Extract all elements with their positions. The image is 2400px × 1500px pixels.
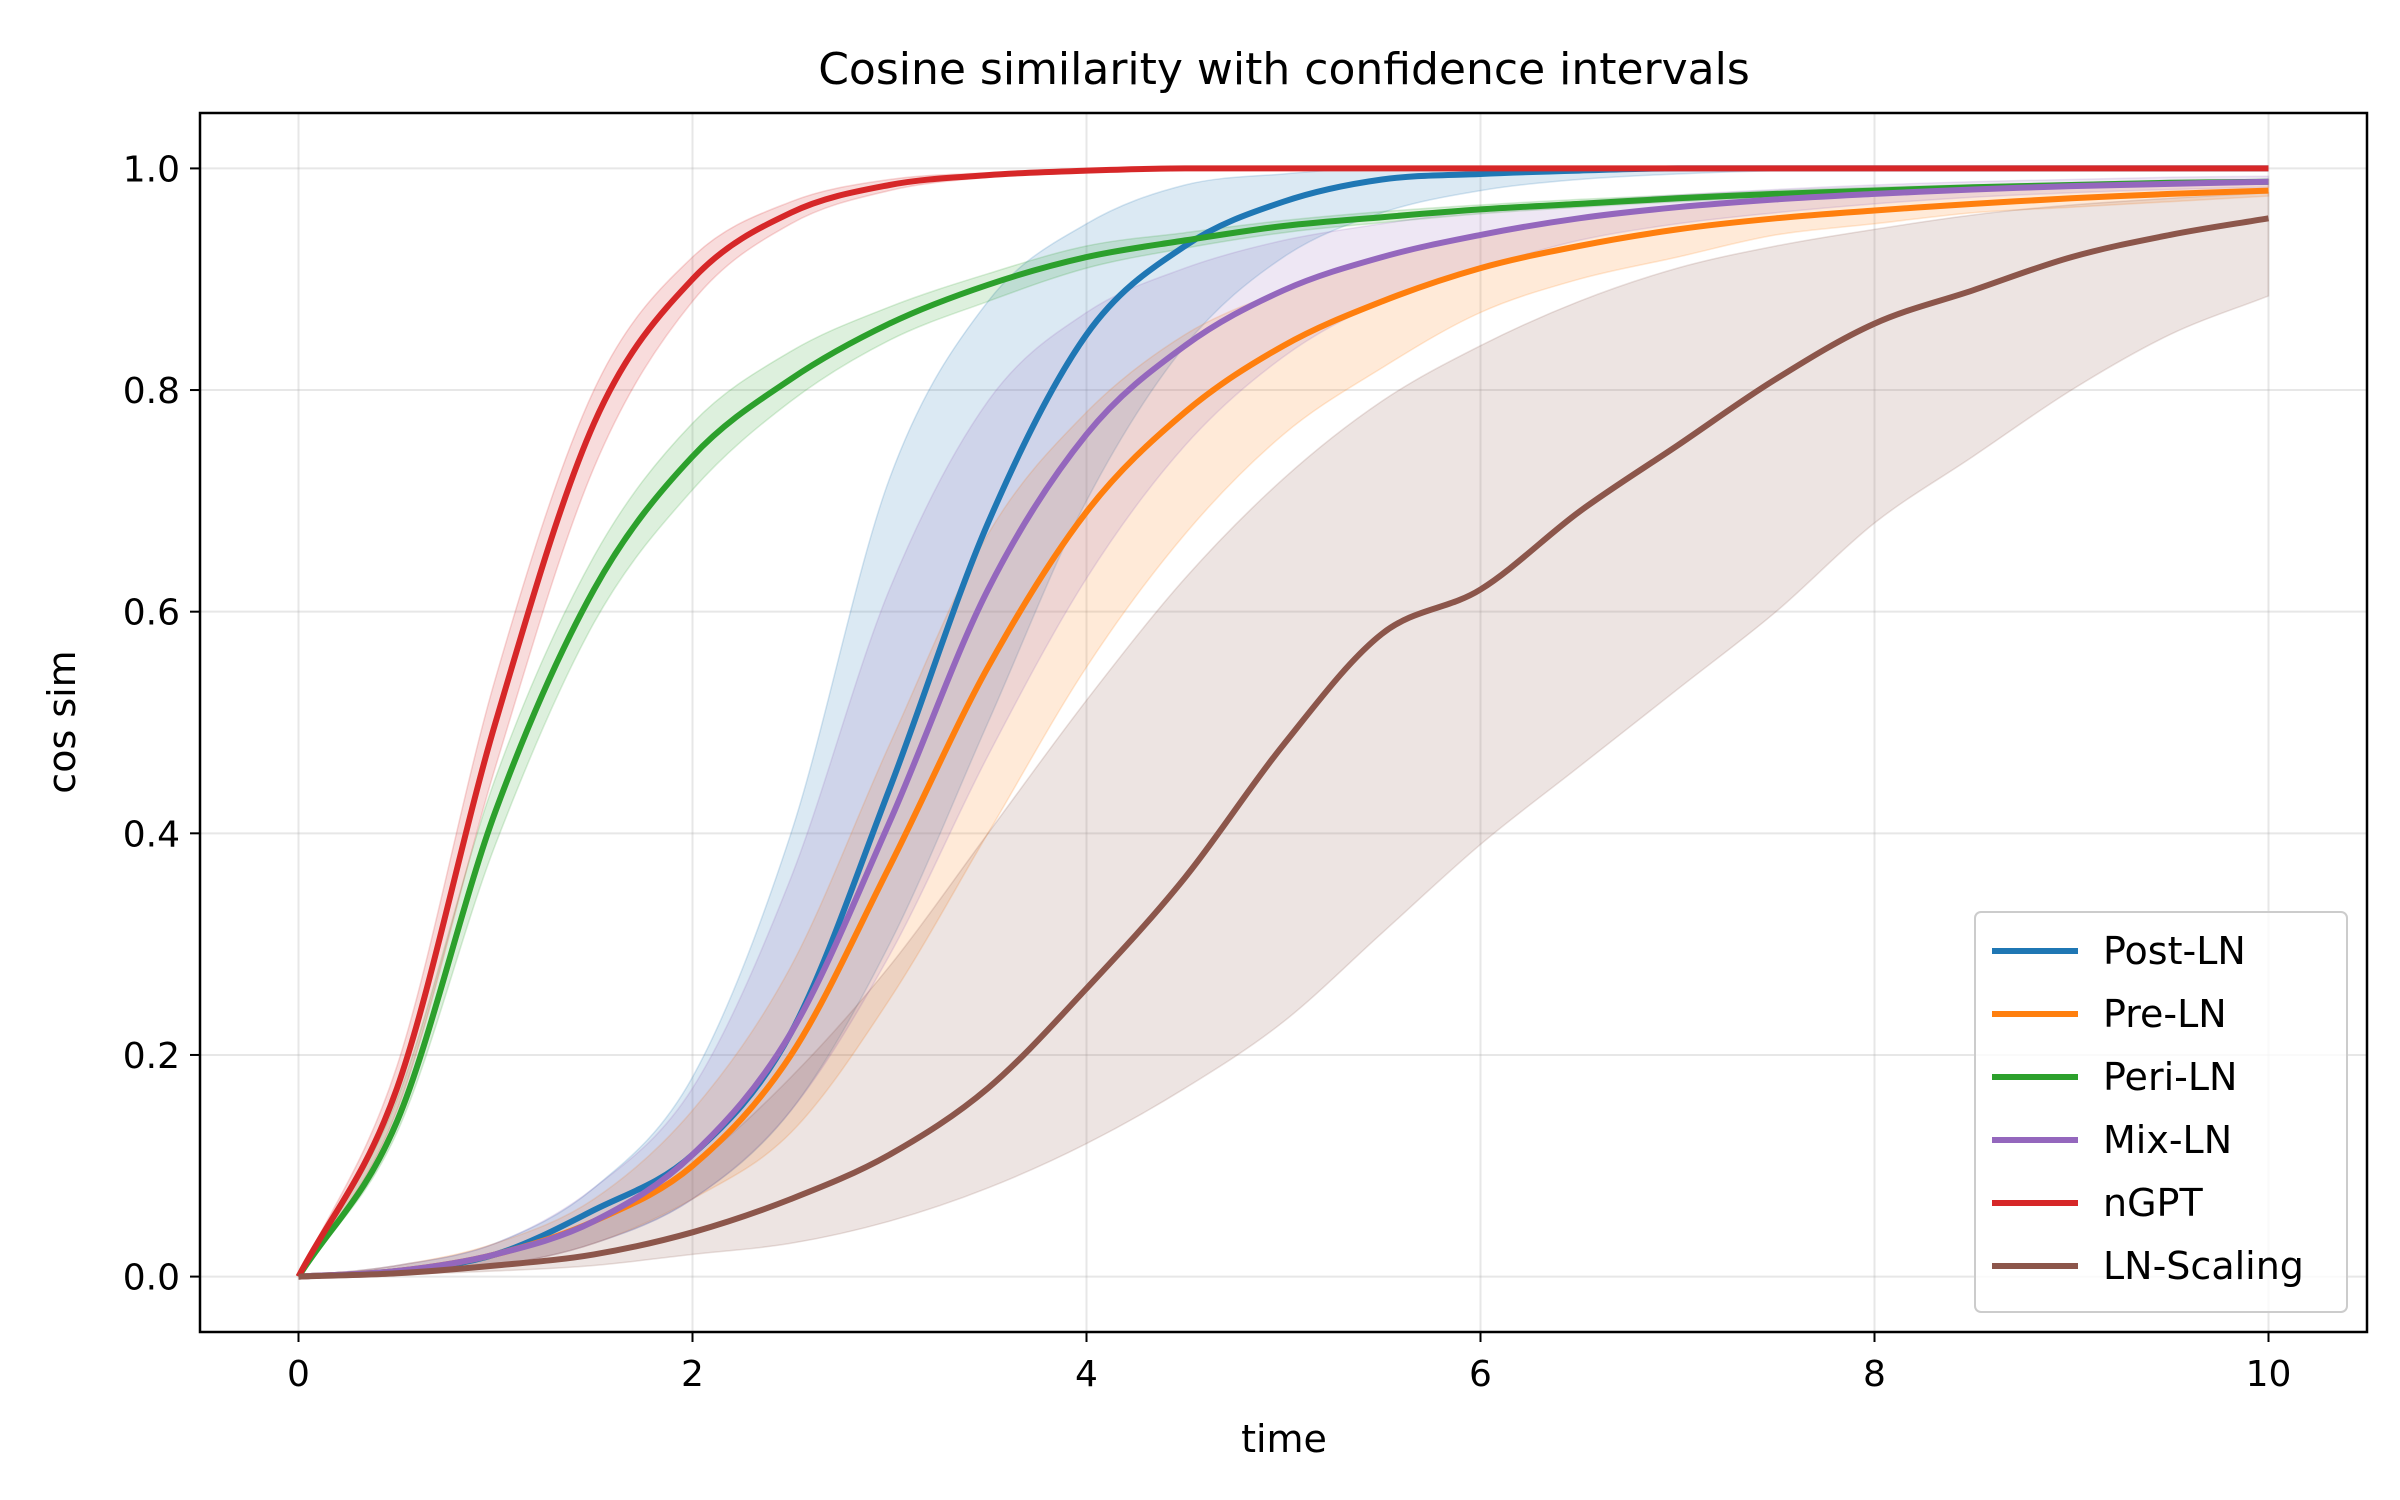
legend-label-ngpt: nGPT	[2103, 1181, 2203, 1225]
confidence-band-mix-ln	[298, 175, 2270, 1278]
legend-label-post-ln: Post-LN	[2103, 929, 2246, 973]
confidence-bands	[297, 167, 2270, 1278]
y-axis: 0.0 0.2 0.4 0.6 0.8 1.0	[123, 149, 200, 1299]
y-axis-label: cos sim	[40, 650, 84, 793]
y-tick-label: 0.2	[123, 1036, 180, 1077]
y-tick-label: 0.6	[123, 593, 180, 634]
y-tick-label: 0.4	[123, 814, 180, 855]
y-tick-label: 0.8	[123, 371, 180, 412]
chart-title: Cosine similarity with confidence interv…	[818, 44, 1750, 95]
series-lines	[295, 165, 2269, 1280]
x-tick-label: 2	[681, 1354, 704, 1395]
x-axis: 0 2 4 6 8 10	[287, 1332, 2291, 1395]
series-line-ngpt	[295, 165, 2269, 1278]
x-tick-label: 8	[1863, 1354, 1886, 1395]
legend-label-peri-ln: Peri-LN	[2103, 1055, 2237, 1099]
x-tick-label: 10	[2246, 1354, 2292, 1395]
confidence-band-peri-ln	[297, 178, 2270, 1278]
series-line-ln-scaling	[298, 215, 2269, 1280]
legend-label-pre-ln: Pre-LN	[2103, 992, 2227, 1036]
legend: Post-LN Pre-LN Peri-LN Mix-LN nGPT LN-Scaling	[1974, 911, 2348, 1313]
x-axis-label: time	[1241, 1417, 1327, 1461]
x-tick-label: 6	[1469, 1354, 1492, 1395]
legend-label-ln-scaling: LN-Scaling	[2103, 1244, 2304, 1288]
legend-label-mix-ln: Mix-LN	[2103, 1118, 2232, 1162]
series-line-pre-ln	[298, 187, 2269, 1280]
x-tick-label: 4	[1075, 1354, 1098, 1395]
y-tick-label: 0.0	[123, 1258, 180, 1299]
plot-frame	[198, 111, 2369, 1334]
series-line-mix-ln	[298, 178, 2269, 1280]
x-tick-label: 0	[287, 1354, 310, 1395]
y-tick-label: 1.0	[123, 149, 180, 190]
